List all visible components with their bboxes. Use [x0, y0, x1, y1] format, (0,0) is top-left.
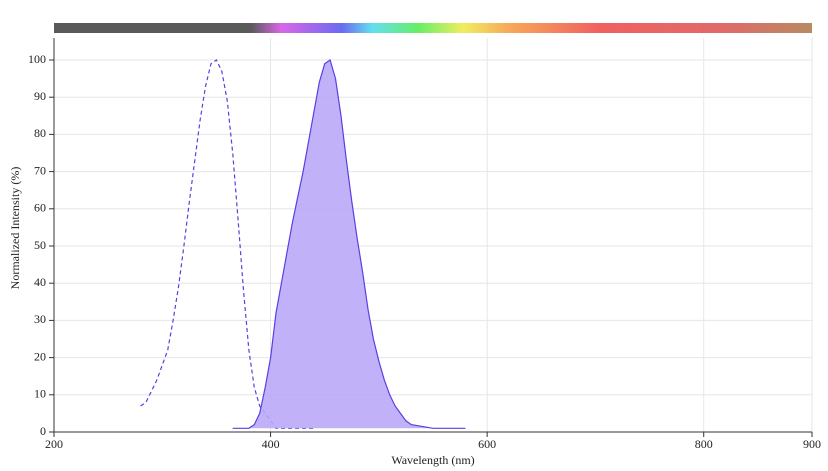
x-tick-label: 800: [695, 437, 713, 451]
x-tick-label: 400: [262, 437, 280, 451]
y-tick-label: 50: [34, 238, 46, 252]
x-tick-label: 900: [803, 437, 821, 451]
x-axis-label: Wavelength (nm): [391, 453, 474, 467]
spectrum-bar: [54, 23, 812, 33]
y-tick-label: 90: [34, 89, 46, 103]
y-tick-label: 100: [28, 52, 46, 66]
y-tick-label: 40: [34, 275, 46, 289]
y-tick-label: 20: [34, 349, 46, 363]
y-tick-label: 0: [40, 424, 46, 438]
y-tick-label: 60: [34, 201, 46, 215]
y-tick-label: 70: [34, 163, 46, 177]
x-tick-label: 200: [45, 437, 63, 451]
y-tick-label: 10: [34, 387, 46, 401]
series-line: [232, 59, 466, 429]
y-axis-label: Normalized Intensity (%): [8, 167, 22, 290]
y-tick-label: 30: [34, 312, 46, 326]
x-tick-label: 600: [478, 437, 496, 451]
y-tick-label: 80: [34, 126, 46, 140]
